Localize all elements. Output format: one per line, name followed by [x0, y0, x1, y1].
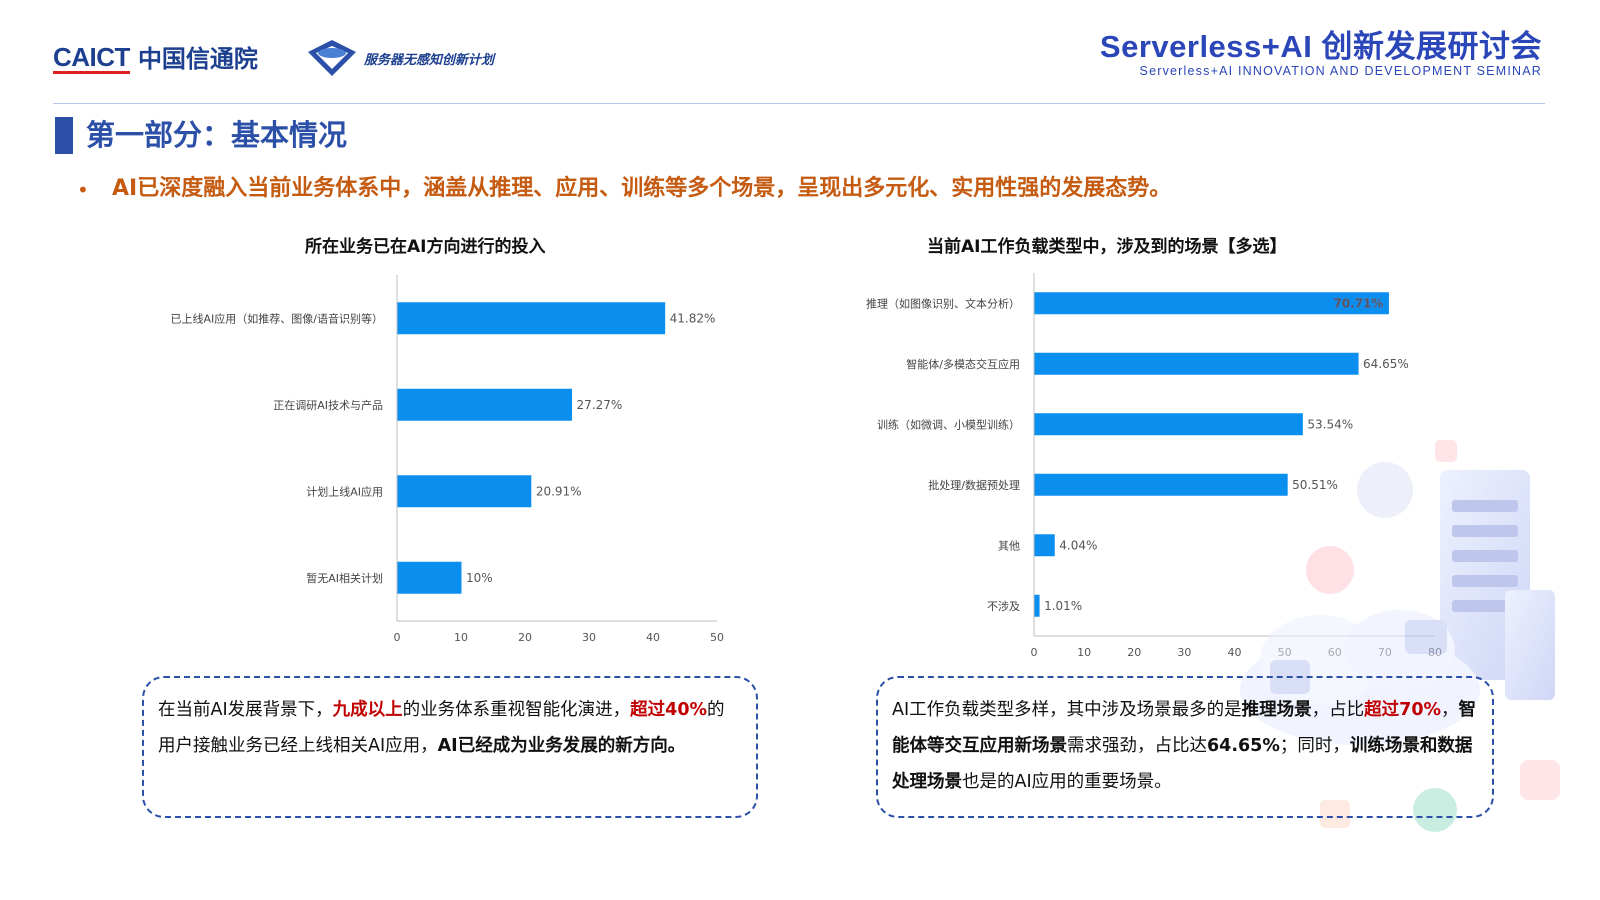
note-right-text-4: 需求强劲，占比达 — [1067, 736, 1207, 756]
caict-logo: CAICT 中国信通院 — [53, 44, 258, 74]
chart-workload: 推理（如图像识别、文本分析） 70.71% 智能体/多模态交互应用 64.65% 训练（… — [866, 273, 1442, 659]
data-label: 50.51% — [1292, 478, 1338, 492]
category-label: 其他 — [998, 539, 1020, 552]
bar — [397, 302, 666, 335]
bar — [397, 475, 532, 508]
note-right-bold-1: 推理场景 — [1241, 700, 1312, 720]
note-left-text-3: 的用户接触业务已经上线相关AI应用， — [158, 700, 725, 756]
data-label: 10% — [466, 571, 493, 585]
x-tick-label: 40 — [646, 631, 660, 644]
bar — [397, 388, 573, 421]
data-label: 20.91% — [536, 484, 582, 498]
data-label: 1.01% — [1044, 599, 1082, 613]
category-label: 智能体/多模态交互应用 — [906, 357, 1020, 371]
note-right-bold-4: 训练场景和数据处理场景 — [892, 736, 1473, 792]
chart-investment-title: 所在业务已在AI方向进行的投入 — [305, 237, 546, 257]
bar — [397, 561, 462, 594]
header-divider — [53, 103, 1545, 104]
seminar-title-block: Serverless+AI 创新发展研讨会 Serverless+AI INNO… — [1099, 29, 1542, 79]
chart-investment: 已上线AI应用（如推荐、图像/语音识别等） 41.82% 正在调研AI技术与产品 27… — [171, 275, 724, 644]
x-tick-label: 10 — [454, 631, 468, 644]
x-tick-label: 50 — [710, 631, 724, 644]
data-label: 41.82% — [670, 311, 716, 325]
server-cloud-illustration — [1240, 440, 1560, 832]
bar — [1034, 292, 1389, 315]
plan-logo-text: 服务器无感知创新计划 — [364, 52, 495, 68]
serverless-plan-logo: 服务器无感知创新计划 — [306, 38, 494, 78]
note-box-right: AI工作负载类型多样，其中涉及场景最多的是推理场景，占比超过70%，智能体等交互… — [876, 676, 1494, 818]
bar — [1034, 594, 1040, 617]
x-tick-label: 30 — [1177, 646, 1191, 659]
category-label: 计划上线AI应用 — [306, 484, 383, 498]
section-marker — [55, 117, 73, 154]
bullet-statement: AI已深度融入当前业务体系中，涵盖从推理、应用、训练等多个场景，呈现出多元化、实… — [112, 176, 1172, 201]
note-left-highlight-1: 九成以上 — [332, 700, 403, 720]
category-label: 推理（如图像识别、文本分析） — [866, 296, 1020, 310]
note-left-conclusion: AI已经成为业务发展的新方向。 — [437, 736, 686, 756]
bar — [1034, 473, 1288, 496]
note-left-text-1: 在当前AI发展背景下， — [158, 700, 333, 720]
note-right-text-3: ， — [1441, 700, 1459, 720]
note-left-text-2: 的业务体系重视智能化演进， — [402, 700, 631, 720]
bar — [1034, 352, 1359, 375]
note-right-bold-2: 智能体等交互应用新场景 — [892, 700, 1477, 756]
bullet-marker: • — [77, 178, 89, 202]
x-tick-label: 0 — [394, 631, 401, 644]
plan-badge-icon — [308, 40, 356, 76]
x-tick-label: 10 — [1077, 646, 1091, 659]
data-label: 4.04% — [1059, 538, 1097, 552]
seminar-subtitle: Serverless+AI INNOVATION AND DEVELOPMENT… — [1139, 64, 1542, 78]
section-title: 第一部分：基本情况 — [86, 118, 348, 152]
category-label: 不涉及 — [987, 599, 1020, 613]
category-label: 已上线AI应用（如推荐、图像/语音识别等） — [171, 311, 383, 325]
note-right-text-2: ，占比 — [1311, 700, 1365, 720]
category-label: 暂无AI相关计划 — [306, 571, 383, 585]
caict-logo-en: CAICT — [53, 42, 130, 74]
data-label: 64.65% — [1363, 357, 1409, 371]
note-right-text-1: AI工作负载类型多样，其中涉及场景最多的是 — [892, 700, 1242, 720]
x-tick-label: 30 — [582, 631, 596, 644]
bar — [1034, 534, 1055, 557]
note-right-bold-3: 64.65% — [1207, 736, 1280, 756]
note-right-text-5: ；同时， — [1279, 736, 1350, 756]
x-tick-label: 0 — [1031, 646, 1038, 659]
seminar-title: Serverless+AI 创新发展研讨会 — [1099, 29, 1542, 64]
caict-logo-cn: 中国信通院 — [137, 45, 258, 73]
x-tick-label: 20 — [518, 631, 532, 644]
data-label: 53.54% — [1307, 417, 1353, 431]
data-label: 27.27% — [577, 398, 623, 412]
x-tick-label: 40 — [1228, 646, 1242, 659]
category-label: 训练（如微调、小模型训练） — [877, 417, 1020, 431]
note-right-highlight-1: 超过70% — [1364, 700, 1442, 720]
chart-workload-title: 当前AI工作负载类型中，涉及到的场景【多选】 — [927, 237, 1287, 257]
note-box-left: 在当前AI发展背景下，九成以上的业务体系重视智能化演进，超过40%的用户接触业务… — [142, 676, 758, 818]
x-tick-label: 20 — [1127, 646, 1141, 659]
category-label: 正在调研AI技术与产品 — [273, 398, 383, 412]
data-label: 70.71% — [1333, 296, 1383, 310]
bar — [1034, 413, 1303, 436]
note-left-highlight-2: 超过40% — [630, 700, 708, 720]
category-label: 批处理/数据预处理 — [928, 478, 1020, 492]
note-right-text-6: 也是的AI应用的重要场景。 — [962, 772, 1172, 792]
